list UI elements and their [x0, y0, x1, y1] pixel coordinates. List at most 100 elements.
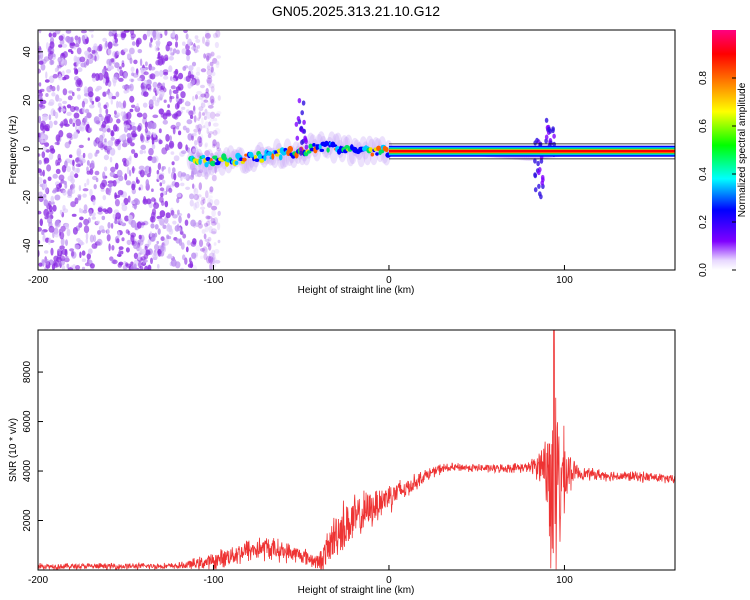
noise-speck [89, 234, 94, 243]
noise-speck [57, 157, 62, 164]
noise-speck [91, 34, 94, 38]
noise-speck [152, 122, 157, 130]
track-blob [318, 144, 322, 150]
noise-speck [202, 36, 205, 44]
noise-speck [61, 70, 65, 77]
noise-speck [207, 218, 211, 222]
noise-speck [200, 93, 207, 98]
noise-speck [184, 257, 188, 265]
noise-speck [202, 125, 206, 129]
x-tick-label: -100 [203, 575, 223, 586]
noise-speck [114, 199, 120, 207]
colorbar-tick-label: 0.6 [698, 119, 709, 133]
noise-speck [104, 138, 107, 143]
noise-speck [147, 121, 153, 130]
noise-speck [59, 39, 65, 45]
noise-speck [198, 220, 202, 225]
noise-speck [80, 30, 87, 34]
noise-speck [176, 93, 179, 99]
noise-speck [176, 110, 182, 117]
x-tick-label: -200 [28, 275, 48, 286]
noise-speck [57, 56, 63, 64]
noise-speck [167, 166, 171, 174]
noise-speck [198, 169, 204, 173]
noise-speck [97, 230, 101, 235]
noise-speck [58, 182, 62, 188]
noise-speck [205, 168, 212, 175]
noise-speck [149, 231, 153, 238]
noise-speck [122, 100, 127, 109]
noise-speck [87, 137, 91, 141]
noise-speck [191, 132, 197, 137]
noise-speck [87, 59, 94, 64]
noise-speck [204, 108, 208, 114]
noise-speck [216, 111, 222, 115]
noise-speck [58, 35, 64, 41]
noise-speck [49, 41, 55, 49]
noise-speck [65, 255, 69, 260]
noise-speck [214, 128, 221, 135]
disturbance-blob [294, 121, 299, 127]
noise-speck [129, 108, 134, 113]
noise-speck [83, 218, 89, 226]
track-blob [379, 149, 385, 154]
noise-speck [65, 69, 72, 74]
noise-speck [43, 193, 47, 198]
noise-speck [114, 51, 118, 59]
y-tick-label: 20 [22, 94, 33, 106]
noise-speck [192, 265, 197, 270]
noise-speck [192, 148, 197, 153]
noise-speck [160, 192, 164, 198]
noise-speck [107, 180, 114, 184]
noise-speck [141, 85, 145, 89]
noise-speck [49, 30, 55, 33]
noise-speck [38, 227, 42, 232]
noise-speck [156, 97, 160, 103]
noise-speck [163, 99, 167, 103]
noise-speck [52, 53, 56, 58]
noise-speck [79, 241, 85, 246]
noise-speck [129, 47, 135, 55]
noise-speck [61, 265, 66, 270]
noise-speck [169, 89, 172, 96]
noise-speck [158, 139, 163, 145]
noise-speck [175, 238, 181, 244]
noise-speck [160, 245, 165, 252]
noise-speck [52, 260, 57, 267]
noise-speck [38, 168, 42, 173]
noise-speck [211, 256, 217, 264]
noise-speck [198, 127, 201, 135]
noise-speck [82, 209, 88, 214]
noise-speck [149, 41, 152, 48]
noise-speck [210, 65, 214, 74]
noise-speck [177, 141, 183, 150]
noise-speck [112, 180, 117, 187]
noise-speck [212, 129, 218, 136]
noise-speck [94, 88, 100, 92]
noise-speck [142, 33, 148, 41]
noise-speck [114, 32, 118, 38]
noise-speck [121, 202, 126, 207]
noise-speck [199, 255, 204, 259]
noise-speck [183, 30, 188, 34]
noise-speck [94, 170, 100, 176]
noise-speck [203, 115, 207, 121]
noise-speck [200, 84, 205, 89]
noise-speck [137, 125, 142, 132]
noise-speck [138, 187, 141, 191]
noise-speck [178, 227, 182, 232]
noise-speck [163, 75, 169, 80]
noise-speck [146, 30, 151, 37]
noise-speck [81, 34, 86, 42]
noise-speck [66, 132, 73, 139]
noise-speck [111, 131, 115, 137]
noise-speck [217, 210, 221, 216]
noise-speck [75, 106, 80, 112]
disturbance-blob [549, 140, 553, 146]
x-tick-label: 100 [556, 575, 573, 586]
noise-speck [42, 233, 46, 241]
noise-speck [133, 152, 138, 158]
noise-speck [202, 246, 208, 254]
noise-speck [173, 172, 177, 181]
noise-speck [65, 30, 72, 34]
